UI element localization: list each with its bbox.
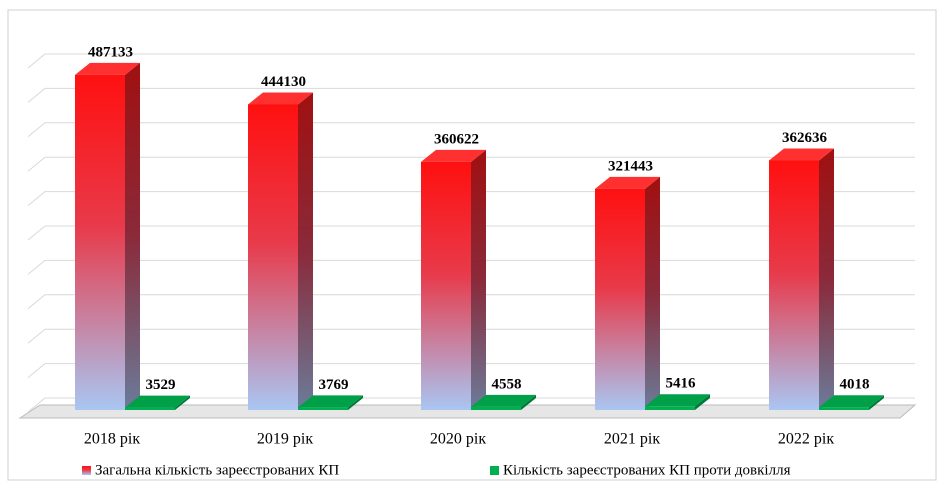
x-tick-label: 2018 рік (84, 431, 140, 448)
bar-side (645, 176, 660, 410)
bar (248, 92, 313, 410)
value-label: 362636 (782, 130, 828, 146)
value-label: 4018 (840, 377, 870, 393)
bar-side (695, 394, 710, 410)
bar-top (645, 394, 710, 407)
value-label: 3769 (319, 377, 349, 393)
bar-front (471, 406, 521, 410)
bar-side (298, 92, 313, 410)
bar-front (421, 161, 471, 410)
bar (298, 395, 363, 410)
bar-side (175, 395, 190, 410)
bar-side (819, 148, 834, 410)
bar-top (75, 62, 140, 75)
bar-side (471, 149, 486, 410)
bar-side (521, 394, 536, 410)
bar-top (125, 395, 190, 408)
grid-line (27, 53, 915, 69)
bar-front (645, 406, 695, 410)
bar (421, 149, 486, 410)
bar-front (769, 160, 819, 410)
value-label: 4558 (492, 376, 522, 392)
legend-label: Загальна кількість зареєстрованих КП (95, 462, 339, 478)
bar-top (298, 395, 363, 408)
chart-border (7, 9, 937, 481)
bar-front (819, 407, 869, 410)
bar-front (75, 74, 125, 411)
x-tick-label: 2021 рік (604, 431, 660, 448)
value-label: 321443 (608, 158, 653, 174)
bar-side (348, 395, 363, 410)
bar-top (769, 148, 834, 161)
bar-top (248, 92, 313, 105)
grid-line (27, 87, 915, 103)
bar (125, 395, 190, 410)
legend-marker (82, 466, 91, 475)
bar (595, 176, 660, 410)
bar (75, 62, 140, 411)
value-label: 444130 (261, 74, 306, 90)
bar (471, 394, 536, 410)
bar-front (125, 407, 175, 410)
value-label: 487133 (88, 44, 133, 60)
bar-top (595, 176, 660, 189)
bar-front (298, 407, 348, 410)
bar (769, 148, 834, 410)
x-tick-label: 2019 рік (257, 431, 313, 448)
legend-marker (490, 466, 499, 475)
bar (819, 395, 884, 410)
value-label: 5416 (666, 376, 697, 392)
bar-top (421, 149, 486, 162)
x-tick-label: 2020 рік (430, 431, 486, 448)
bar-top (819, 395, 884, 408)
bar-side (869, 395, 884, 410)
bar-front (595, 188, 645, 410)
bar-top (471, 394, 536, 407)
grid-line (27, 122, 915, 138)
value-label: 3529 (146, 377, 176, 393)
grid-line (27, 156, 915, 172)
legend-label: Кількість зареєстрованих КП проти довкіл… (503, 462, 791, 478)
bar-front (248, 104, 298, 410)
x-tick-label: 2022 рік (778, 431, 834, 448)
value-label: 360622 (434, 131, 479, 147)
bar-side (125, 62, 140, 410)
bar (645, 394, 710, 410)
